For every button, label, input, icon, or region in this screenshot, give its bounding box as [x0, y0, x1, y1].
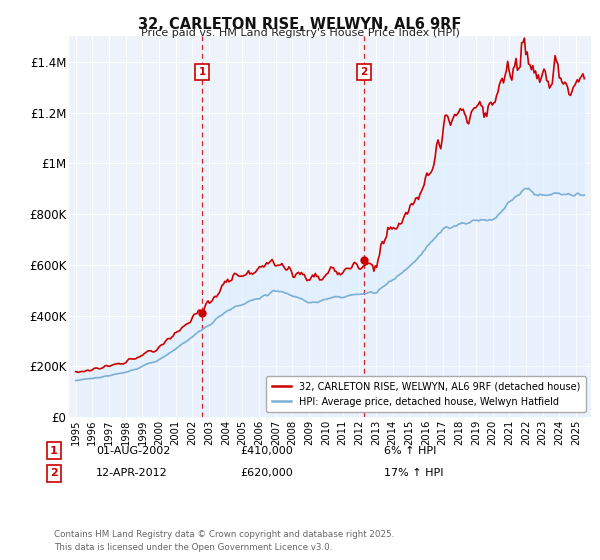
Text: Price paid vs. HM Land Registry's House Price Index (HPI): Price paid vs. HM Land Registry's House … — [140, 28, 460, 38]
Text: £620,000: £620,000 — [240, 468, 293, 478]
Text: 2: 2 — [360, 67, 367, 77]
Text: 1: 1 — [50, 446, 58, 456]
Text: 1: 1 — [199, 67, 206, 77]
Legend: 32, CARLETON RISE, WELWYN, AL6 9RF (detached house), HPI: Average price, detache: 32, CARLETON RISE, WELWYN, AL6 9RF (deta… — [266, 376, 586, 412]
Text: 32, CARLETON RISE, WELWYN, AL6 9RF: 32, CARLETON RISE, WELWYN, AL6 9RF — [139, 17, 461, 32]
Text: 17% ↑ HPI: 17% ↑ HPI — [384, 468, 443, 478]
Text: 2: 2 — [50, 468, 58, 478]
Text: 01-AUG-2002: 01-AUG-2002 — [96, 446, 170, 456]
Text: 12-APR-2012: 12-APR-2012 — [96, 468, 168, 478]
Text: £410,000: £410,000 — [240, 446, 293, 456]
Text: Contains HM Land Registry data © Crown copyright and database right 2025.
This d: Contains HM Land Registry data © Crown c… — [54, 530, 394, 552]
Text: 6% ↑ HPI: 6% ↑ HPI — [384, 446, 436, 456]
